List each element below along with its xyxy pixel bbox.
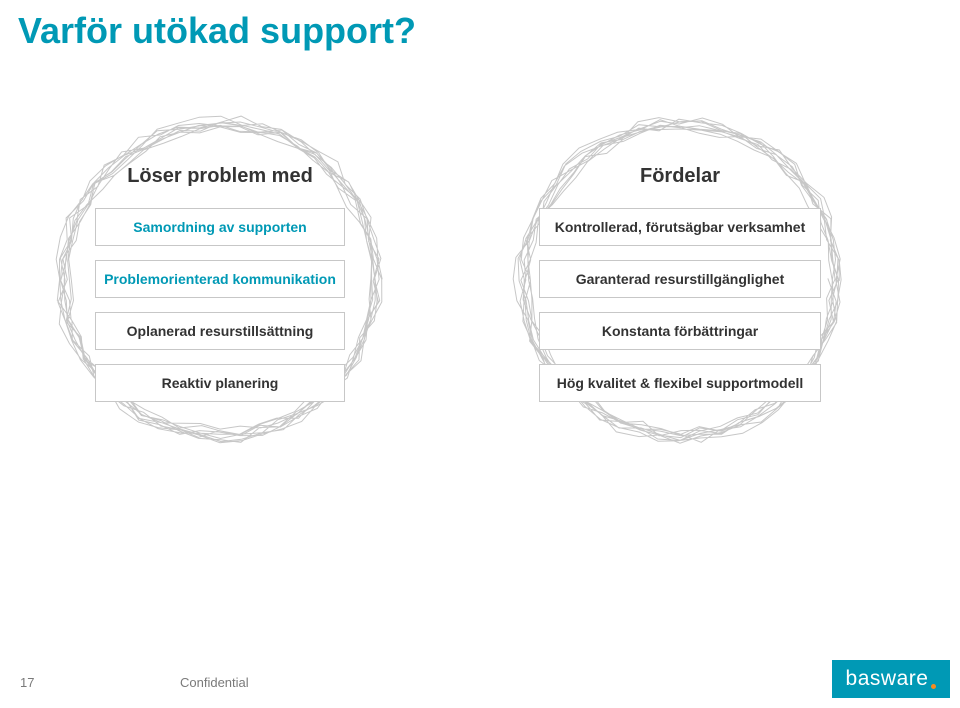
- right-box-3: Hög kvalitet & flexibel supportmodell: [539, 364, 821, 402]
- left-box-3: Reaktiv planering: [95, 364, 345, 402]
- left-column-heading: Löser problem med: [127, 165, 313, 188]
- left-box-1: Problemorienterad kommunikation: [95, 260, 345, 298]
- right-box-2: Konstanta förbättringar: [539, 312, 821, 350]
- confidential-label: Confidential: [180, 675, 249, 690]
- right-box-1: Garanterad resurstillgänglighet: [539, 260, 821, 298]
- left-box-0: Samordning av supporten: [95, 208, 345, 246]
- left-box-list: Samordning av supporten Problemorienterad…: [45, 208, 395, 402]
- left-box-2: Oplanerad resurstillsättning: [95, 312, 345, 350]
- right-column-heading: Fördelar: [640, 165, 720, 188]
- basware-logo-text: basware: [846, 667, 929, 691]
- right-box-list: Kontrollerad, förutsägbar verksamhet Gara…: [505, 208, 855, 402]
- right-scribble-circle: Fördelar Kontrollerad, förutsägbar verks…: [505, 105, 855, 455]
- basware-logo: basware: [832, 660, 950, 698]
- basware-logo-dot-icon: [931, 684, 936, 689]
- page-title: Varför utökad support?: [18, 10, 416, 52]
- slide-root: Varför utökad support? Löser problem med…: [0, 0, 960, 708]
- left-scribble-circle: Löser problem med Samordning av supporte…: [45, 105, 395, 455]
- right-box-0: Kontrollerad, förutsägbar verksamhet: [539, 208, 821, 246]
- page-number: 17: [20, 675, 34, 690]
